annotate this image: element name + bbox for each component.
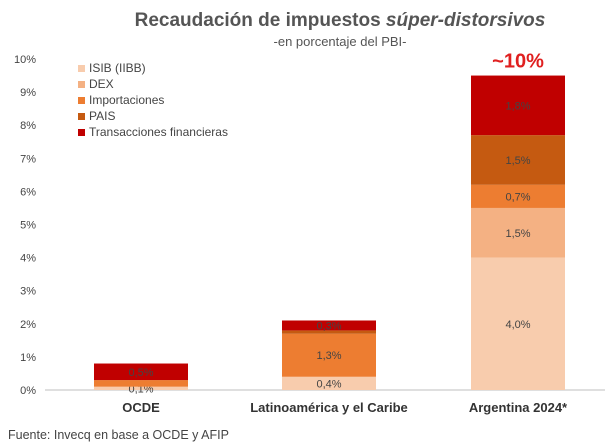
bars-group: 0,1%0,5%0,4%1,3%0,3% 4,0%1,5%0,7%1,5%1,8% bbox=[94, 75, 565, 395]
y-tick-label: 7% bbox=[20, 153, 36, 165]
y-tick-label: 9% bbox=[20, 87, 36, 99]
chart-subtitle: -en porcentaje del PBI- bbox=[274, 34, 407, 49]
data-label: 0,4% bbox=[316, 378, 341, 390]
x-category-label: OCDE bbox=[122, 400, 160, 415]
y-tick-label: 6% bbox=[20, 186, 36, 198]
legend: ISIB (IIBB) DEX Importaciones PAIS Transacci… bbox=[78, 61, 228, 139]
bar-segment bbox=[471, 257, 565, 390]
bar-segment bbox=[94, 380, 188, 387]
legend-label: DEX bbox=[89, 77, 114, 91]
chart-title-main: Recaudación de impuestos bbox=[135, 10, 386, 31]
chart-title: Recaudación de impuestos súper-distorsiv… bbox=[135, 10, 546, 31]
legend-swatch bbox=[78, 65, 85, 72]
data-label: 1,5% bbox=[505, 155, 530, 167]
bar-segment bbox=[282, 333, 376, 377]
x-category-label: Argentina 2024* bbox=[469, 400, 568, 415]
legend-swatch bbox=[78, 97, 85, 104]
bar-segment bbox=[282, 376, 376, 390]
data-label: 1,3% bbox=[316, 350, 341, 362]
chart-title-italic: súper-distorsivos bbox=[386, 10, 545, 31]
data-label: 4,0% bbox=[505, 319, 530, 331]
callout-label: ~10% bbox=[492, 51, 544, 73]
bar-segment bbox=[471, 207, 565, 258]
y-tick-label: 10% bbox=[14, 54, 36, 66]
x-category-label: Latinoamérica y el Caribe bbox=[250, 400, 408, 415]
legend-label: Transacciones financieras bbox=[89, 125, 228, 139]
data-label: 0,5% bbox=[128, 367, 153, 379]
legend-swatch bbox=[78, 113, 85, 120]
data-label: 0,7% bbox=[505, 191, 530, 203]
y-tick-label: 2% bbox=[20, 319, 36, 331]
category-labels: OCDE Latinoamérica y el Caribe Argentina 2… bbox=[122, 400, 568, 415]
y-tick-label: 1% bbox=[20, 352, 36, 364]
legend-label: ISIB (IIBB) bbox=[89, 61, 146, 75]
y-tick-label: 5% bbox=[20, 220, 36, 232]
source-note: Fuente: Invecq en base a OCDE y AFIP bbox=[8, 428, 229, 442]
bar-segment bbox=[282, 320, 376, 331]
data-label: 0,3% bbox=[316, 320, 341, 332]
legend-label: PAIS bbox=[89, 109, 115, 123]
legend-swatch bbox=[78, 129, 85, 136]
y-axis: 0% 1% 2% 3% 4% 5% 6% 7% 8% 9% 10% bbox=[14, 54, 36, 397]
bar-segment bbox=[94, 363, 188, 381]
data-label: 1,5% bbox=[505, 228, 530, 240]
bar-segment bbox=[471, 184, 565, 208]
bar-segment bbox=[471, 75, 565, 136]
y-tick-label: 3% bbox=[20, 286, 36, 298]
y-tick-label: 0% bbox=[20, 385, 36, 397]
bar-segment bbox=[282, 330, 376, 334]
y-tick-label: 8% bbox=[20, 120, 36, 132]
legend-label: Importaciones bbox=[89, 93, 164, 107]
legend-swatch bbox=[78, 81, 85, 88]
bar-segment bbox=[471, 135, 565, 185]
y-tick-label: 4% bbox=[20, 253, 36, 265]
bar-segment bbox=[94, 386, 188, 390]
data-label: 1,8% bbox=[505, 100, 530, 112]
